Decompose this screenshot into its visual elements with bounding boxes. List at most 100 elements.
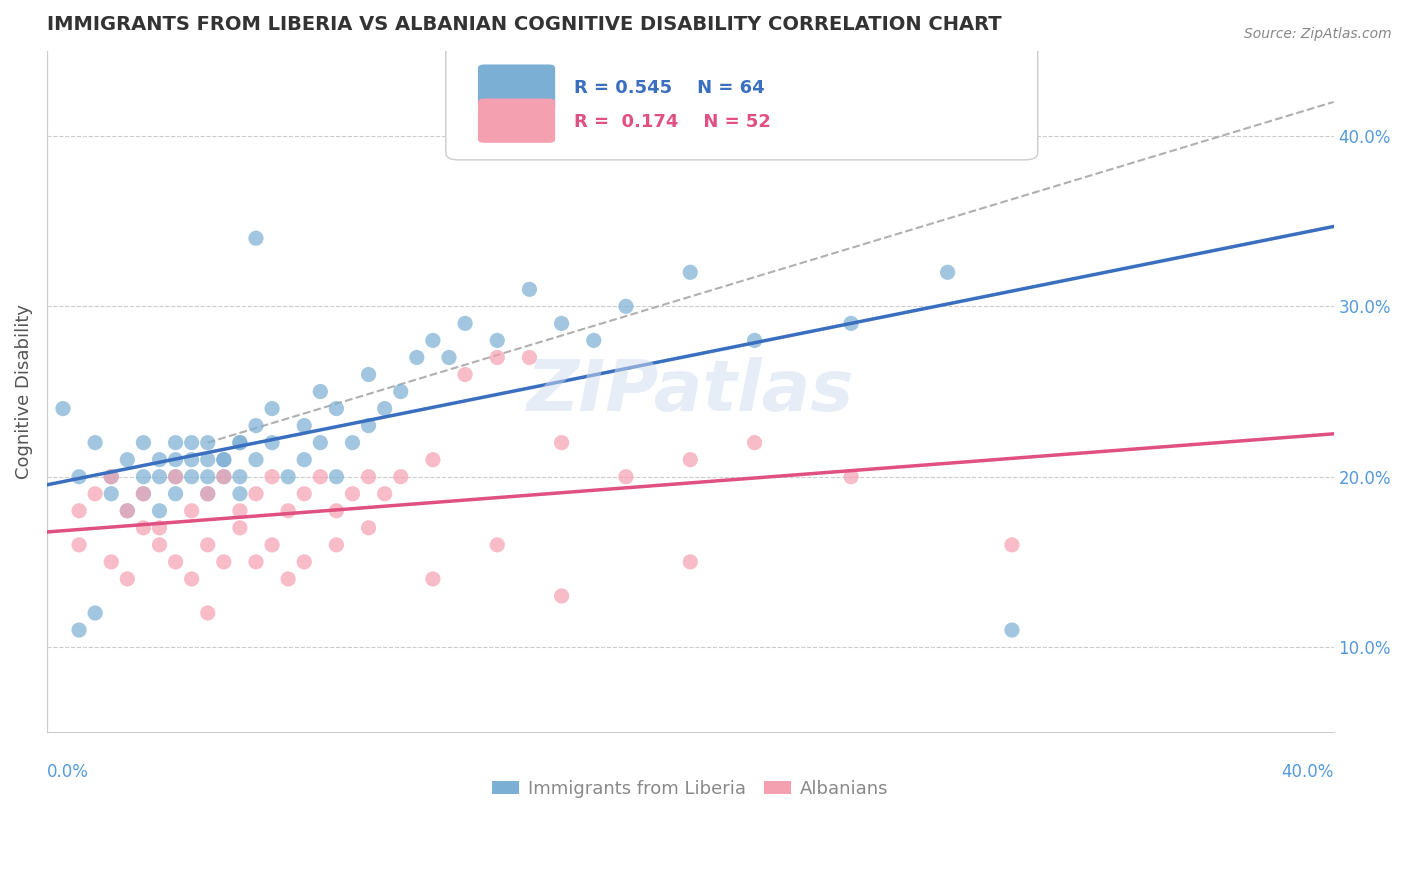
Point xyxy=(165,469,187,483)
Point xyxy=(405,351,427,365)
Point xyxy=(67,469,90,483)
Point xyxy=(180,572,202,586)
Point xyxy=(582,334,605,348)
Point xyxy=(357,368,380,382)
Point xyxy=(422,334,444,348)
Point xyxy=(839,469,862,483)
Point xyxy=(229,521,252,535)
Point xyxy=(245,231,267,245)
Point xyxy=(84,487,107,501)
Point xyxy=(117,504,139,518)
Point xyxy=(679,265,702,279)
Point xyxy=(389,469,412,483)
Point xyxy=(100,469,122,483)
Point xyxy=(342,435,364,450)
Text: ZIPatlas: ZIPatlas xyxy=(527,357,853,426)
Point xyxy=(486,351,509,365)
Point xyxy=(277,572,299,586)
Point xyxy=(117,452,139,467)
Point xyxy=(262,401,284,416)
FancyBboxPatch shape xyxy=(446,44,1038,160)
Point xyxy=(1001,538,1024,552)
Point xyxy=(262,469,284,483)
Point xyxy=(180,469,202,483)
Text: Source: ZipAtlas.com: Source: ZipAtlas.com xyxy=(1244,27,1392,41)
Point xyxy=(245,487,267,501)
Point xyxy=(229,469,252,483)
Point xyxy=(374,487,396,501)
Point xyxy=(197,452,219,467)
Point xyxy=(84,606,107,620)
Point xyxy=(197,435,219,450)
Point xyxy=(197,487,219,501)
Point xyxy=(229,504,252,518)
Point xyxy=(132,487,155,501)
Point xyxy=(132,521,155,535)
Point xyxy=(309,469,332,483)
Point xyxy=(117,572,139,586)
Text: R = 0.545    N = 64: R = 0.545 N = 64 xyxy=(575,79,765,97)
Point xyxy=(839,317,862,331)
Point xyxy=(197,538,219,552)
Point xyxy=(84,435,107,450)
Point xyxy=(486,334,509,348)
Point xyxy=(148,521,170,535)
Point xyxy=(550,435,572,450)
Point xyxy=(165,555,187,569)
Point xyxy=(262,538,284,552)
Point xyxy=(212,452,235,467)
Point xyxy=(389,384,412,399)
Point xyxy=(309,435,332,450)
Point xyxy=(165,469,187,483)
Point xyxy=(744,435,766,450)
Point xyxy=(212,469,235,483)
Point xyxy=(132,469,155,483)
Point xyxy=(229,435,252,450)
Point xyxy=(309,384,332,399)
Point xyxy=(148,538,170,552)
Point xyxy=(679,452,702,467)
Point xyxy=(292,487,315,501)
Point xyxy=(67,623,90,637)
Point xyxy=(100,469,122,483)
Point xyxy=(550,317,572,331)
Point xyxy=(52,401,75,416)
Text: 0.0%: 0.0% xyxy=(46,763,89,780)
Point xyxy=(437,351,460,365)
Point xyxy=(165,487,187,501)
Point xyxy=(486,538,509,552)
Point xyxy=(132,435,155,450)
Point xyxy=(132,487,155,501)
Point xyxy=(229,487,252,501)
Point xyxy=(292,452,315,467)
Point xyxy=(117,504,139,518)
Point xyxy=(342,487,364,501)
Point xyxy=(936,265,959,279)
Point xyxy=(292,418,315,433)
Point xyxy=(519,282,541,296)
Point xyxy=(277,504,299,518)
Point xyxy=(67,538,90,552)
Point xyxy=(277,469,299,483)
Point xyxy=(197,606,219,620)
Point xyxy=(325,469,347,483)
Point xyxy=(325,504,347,518)
Point xyxy=(614,299,637,313)
Text: IMMIGRANTS FROM LIBERIA VS ALBANIAN COGNITIVE DISABILITY CORRELATION CHART: IMMIGRANTS FROM LIBERIA VS ALBANIAN COGN… xyxy=(46,15,1001,34)
Point xyxy=(454,368,477,382)
Point xyxy=(148,504,170,518)
Point xyxy=(148,452,170,467)
Point xyxy=(165,435,187,450)
Point xyxy=(357,418,380,433)
FancyBboxPatch shape xyxy=(478,98,555,143)
Point xyxy=(679,555,702,569)
Point xyxy=(212,555,235,569)
Point xyxy=(454,317,477,331)
Point xyxy=(212,452,235,467)
Point xyxy=(550,589,572,603)
Point xyxy=(325,401,347,416)
Point xyxy=(180,452,202,467)
Point xyxy=(180,435,202,450)
Point xyxy=(422,572,444,586)
Point xyxy=(744,334,766,348)
